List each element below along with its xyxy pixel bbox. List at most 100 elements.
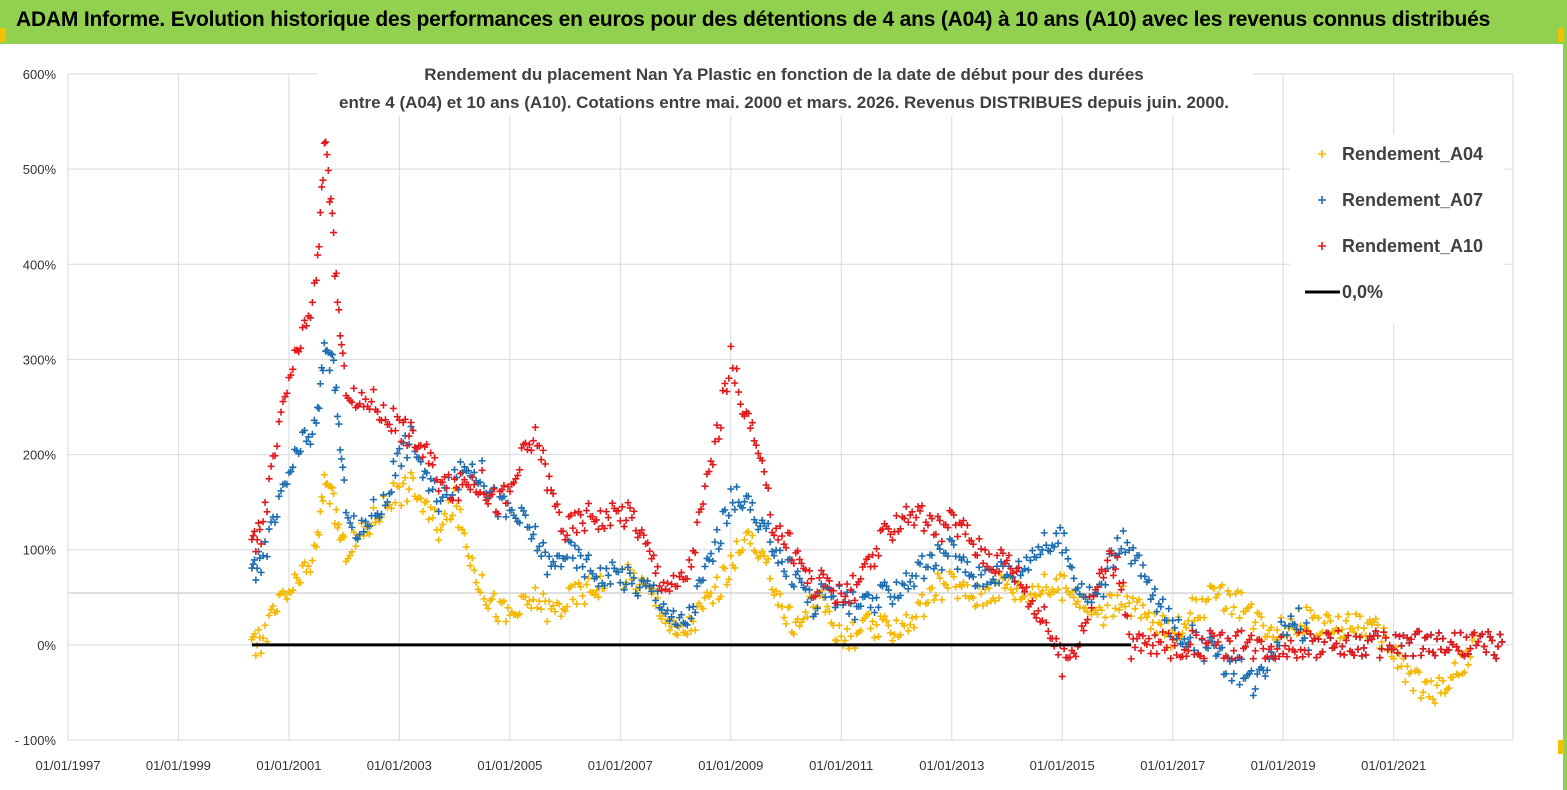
data-point <box>851 616 859 624</box>
data-point <box>1058 596 1066 604</box>
data-point <box>419 474 427 482</box>
data-point <box>1009 569 1017 577</box>
data-point <box>319 176 327 184</box>
data-point <box>1013 567 1021 575</box>
data-point <box>884 586 892 594</box>
data-point <box>847 632 855 640</box>
data-point <box>912 613 920 621</box>
data-point <box>916 560 924 568</box>
data-point <box>902 503 910 511</box>
data-point <box>527 535 535 543</box>
data-point <box>585 500 593 508</box>
data-point <box>417 494 425 502</box>
data-point <box>760 552 768 560</box>
data-point <box>1249 625 1257 633</box>
data-point <box>1117 601 1125 609</box>
legend-marker-swatch <box>1318 150 1326 158</box>
data-point <box>721 506 729 514</box>
data-point <box>892 512 900 520</box>
data-point <box>1394 649 1402 657</box>
data-point <box>533 604 541 612</box>
data-point <box>908 614 916 622</box>
data-point <box>283 480 291 488</box>
data-point <box>981 546 989 554</box>
data-point <box>257 540 265 548</box>
data-point <box>1480 642 1488 650</box>
data-point <box>1241 643 1249 651</box>
data-point <box>443 484 451 492</box>
data-point <box>821 593 829 601</box>
data-point <box>1263 632 1271 640</box>
data-point <box>766 538 774 546</box>
data-point <box>1401 652 1409 660</box>
data-point <box>1437 645 1445 653</box>
x-tick-label: 01/01/2011 <box>809 758 873 773</box>
data-point <box>439 478 447 486</box>
data-point <box>881 612 889 620</box>
data-point <box>571 580 579 588</box>
data-point <box>1009 589 1017 597</box>
data-point <box>1455 647 1463 655</box>
data-point <box>330 229 338 237</box>
data-point <box>306 314 314 322</box>
data-point <box>1259 645 1267 653</box>
data-point <box>1145 576 1153 584</box>
data-point <box>1228 655 1236 663</box>
data-point <box>447 515 455 523</box>
data-point <box>358 516 366 524</box>
data-point <box>1358 652 1366 660</box>
data-point <box>482 496 490 504</box>
data-point <box>936 517 944 525</box>
data-point <box>346 552 354 560</box>
data-point <box>756 522 764 530</box>
data-point <box>573 529 581 537</box>
data-point <box>525 441 533 449</box>
data-point <box>1101 581 1109 589</box>
data-point <box>281 591 289 599</box>
data-point <box>437 526 445 534</box>
data-point <box>1314 635 1322 643</box>
data-point <box>634 533 642 541</box>
data-point <box>764 520 772 528</box>
data-point <box>1198 595 1206 603</box>
data-point <box>312 276 320 284</box>
data-point <box>833 637 841 645</box>
data-point <box>1287 637 1295 645</box>
data-point <box>1305 650 1313 658</box>
y-tick-label: 300% <box>23 352 57 367</box>
data-point <box>342 509 350 517</box>
data-point <box>1097 606 1105 614</box>
data-point <box>549 490 557 498</box>
data-point <box>1175 631 1183 639</box>
data-point <box>811 592 819 600</box>
data-point <box>648 587 656 595</box>
data-point <box>419 453 427 461</box>
data-point <box>249 532 257 540</box>
data-point <box>1125 599 1133 607</box>
data-point <box>658 587 666 595</box>
data-point <box>932 530 940 538</box>
data-point <box>705 556 713 564</box>
data-point <box>521 593 529 601</box>
data-point <box>778 532 786 540</box>
data-point <box>837 632 845 640</box>
data-point <box>594 582 602 590</box>
frame-corner-marker <box>1558 740 1564 754</box>
data-point <box>794 567 802 575</box>
data-point <box>1433 681 1441 689</box>
data-point <box>350 384 358 392</box>
data-point <box>796 555 804 563</box>
data-point <box>959 517 967 525</box>
data-point <box>1415 627 1423 635</box>
x-tick-label: 01/01/2003 <box>367 758 432 773</box>
data-point <box>778 558 786 566</box>
data-point <box>257 568 265 576</box>
data-point <box>754 449 762 457</box>
data-point <box>673 582 681 590</box>
data-point <box>1088 611 1096 619</box>
data-point <box>1230 603 1238 611</box>
y-tick-label: 0% <box>37 638 56 653</box>
data-point <box>1139 601 1147 609</box>
data-point <box>293 574 301 582</box>
data-point <box>624 499 632 507</box>
